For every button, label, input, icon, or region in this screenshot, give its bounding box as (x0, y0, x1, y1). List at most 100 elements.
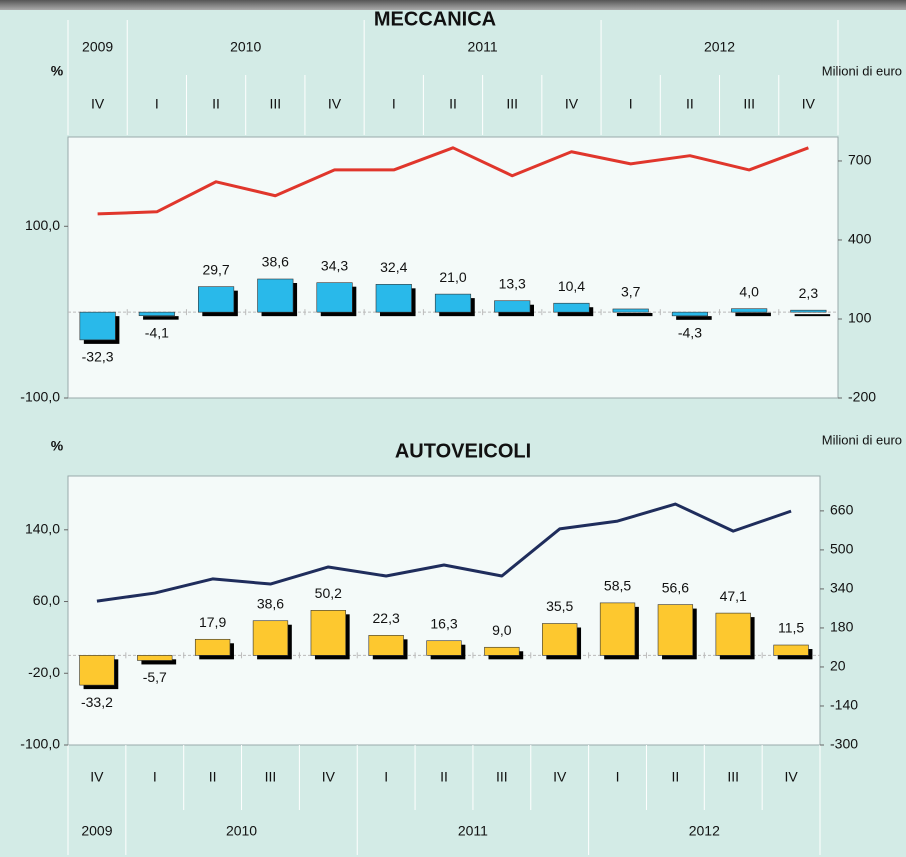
y2-tick-label: 660 (830, 502, 854, 518)
year-label: 2010 (230, 39, 261, 55)
data-label: 32,4 (380, 259, 407, 275)
data-label: 22,3 (373, 610, 400, 626)
chart-title: AUTOVEICOLI (395, 440, 531, 462)
data-label: -33,2 (81, 694, 113, 710)
data-label: 21,0 (439, 269, 466, 285)
bar (731, 308, 768, 313)
x-tick-label: III (496, 769, 508, 785)
top-strip (0, 0, 906, 10)
x-tick-label: II (209, 769, 217, 785)
x-tick-label: II (212, 96, 220, 112)
bar (790, 309, 827, 313)
bar-shadow (735, 312, 771, 317)
x-tick-label: IV (565, 96, 579, 112)
bar (375, 284, 412, 313)
y-tick-label: -100,0 (20, 389, 60, 405)
line-series (97, 146, 809, 216)
x-tick-label: II (686, 96, 694, 112)
data-label: 3,7 (621, 284, 641, 300)
data-label: 34,3 (321, 257, 348, 273)
bar-shadow (794, 314, 831, 317)
data-label: 13,3 (499, 275, 526, 291)
bar (426, 640, 462, 656)
y2-tick-label: -200 (848, 389, 876, 405)
x-tick-label: IV (802, 96, 816, 112)
year-label: 2011 (468, 39, 498, 55)
plot-area (67, 475, 821, 746)
data-label: 35,5 (546, 598, 573, 614)
bar (542, 623, 578, 656)
bar (252, 620, 289, 656)
bar (257, 278, 294, 313)
bar (316, 282, 353, 313)
y2-tick-label: -300 (830, 736, 858, 752)
y-tick-label: -20,0 (28, 664, 60, 680)
data-label: 9,0 (492, 622, 512, 638)
y2-axis-label: Milioni di euro (822, 63, 902, 78)
data-label: 56,6 (662, 579, 689, 595)
data-label: 4,0 (739, 283, 759, 299)
bar (484, 646, 520, 656)
x-tick-label: IV (553, 769, 567, 785)
bar (79, 655, 115, 686)
bar (599, 602, 636, 656)
data-label: -5,7 (143, 669, 167, 685)
bar-shadow (676, 316, 712, 320)
data-label: 47,1 (720, 588, 747, 604)
y-tick-label: 60,0 (33, 592, 60, 608)
bar (715, 612, 751, 656)
plot-area (67, 136, 839, 399)
y2-tick-label: 500 (830, 541, 854, 557)
bar (137, 655, 173, 661)
x-tick-label: I (155, 96, 159, 112)
x-tick-label: III (506, 96, 518, 112)
y2-tick-label: 20 (830, 658, 846, 674)
x-tick-label: III (743, 96, 755, 112)
y-axis-label: % (51, 438, 64, 454)
data-label: 58,5 (604, 578, 631, 594)
bar (310, 610, 346, 656)
x-tick-label: IV (91, 96, 105, 112)
year-label: 2012 (689, 823, 720, 839)
bar (138, 311, 175, 316)
x-tick-label: III (265, 769, 277, 785)
data-label: -4,1 (145, 324, 169, 340)
x-tick-label: III (269, 96, 281, 112)
data-label: -32,3 (82, 349, 114, 365)
bar (671, 311, 708, 317)
y2-tick-label: 180 (830, 619, 854, 635)
chart-title: MECCANICA (374, 8, 496, 30)
y2-tick-label: -140 (830, 697, 858, 713)
bar (198, 286, 235, 313)
data-label: 16,3 (430, 615, 457, 631)
data-label: 10,4 (558, 278, 585, 294)
x-tick-label: I (384, 769, 388, 785)
bar (553, 302, 590, 313)
x-tick-label: IV (784, 769, 798, 785)
year-label: 2009 (82, 39, 113, 55)
y-tick-label: 140,0 (25, 521, 60, 537)
x-tick-label: I (392, 96, 396, 112)
x-tick-label: II (671, 769, 679, 785)
x-tick-label: IV (90, 769, 104, 785)
data-label: 11,5 (778, 620, 804, 636)
x-tick-label: IV (328, 96, 342, 112)
bar-shadow (616, 312, 653, 317)
bar (773, 644, 809, 656)
data-label: 38,6 (262, 254, 289, 270)
bar-shadow (141, 659, 177, 665)
year-label: 2011 (458, 823, 488, 839)
bar-shadow (143, 316, 179, 320)
x-tick-label: I (616, 769, 620, 785)
bar (612, 308, 649, 313)
year-label: 2010 (226, 823, 257, 839)
year-label: 2009 (81, 823, 112, 839)
y2-tick-label: 700 (848, 152, 872, 168)
y-tick-label: -100,0 (20, 736, 60, 752)
bar (79, 311, 116, 341)
data-label: 29,7 (202, 261, 229, 277)
year-label: 2012 (704, 39, 735, 55)
y2-tick-label: 100 (848, 310, 872, 326)
